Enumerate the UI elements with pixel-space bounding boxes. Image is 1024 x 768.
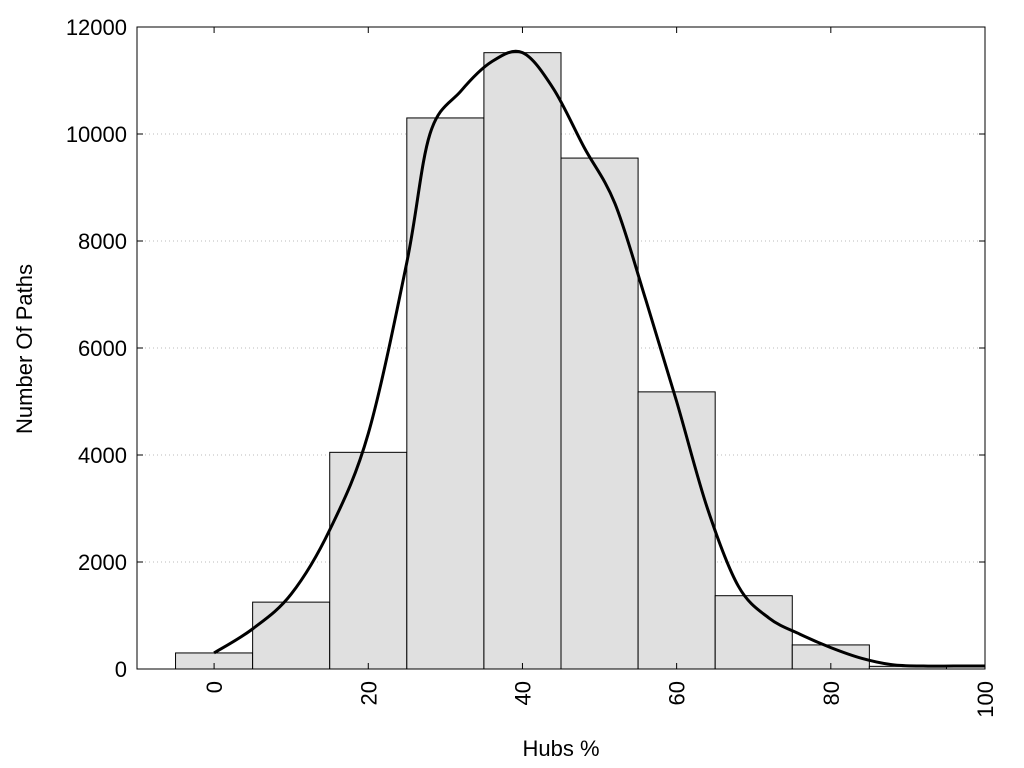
y-tick-label: 0 <box>115 657 127 682</box>
x-tick-label: 40 <box>510 681 535 705</box>
y-tick-label: 6000 <box>78 336 127 361</box>
histogram-bars <box>175 52 947 670</box>
x-tick-label: 100 <box>973 681 998 718</box>
y-tick-label: 8000 <box>78 229 127 254</box>
x-axis-ticks: 0 20 40 60 80 100 <box>202 27 998 718</box>
x-tick-label: 0 <box>202 681 227 693</box>
density-curve <box>213 49 985 668</box>
histogram-bar <box>329 451 408 670</box>
histogram-bar <box>483 52 562 670</box>
y-tick-label: 4000 <box>78 443 127 468</box>
y-axis-ticks: 0 2000 4000 6000 8000 10000 12000 <box>66 15 985 682</box>
x-tick-label: 20 <box>356 681 381 705</box>
x-tick-label: 60 <box>665 681 690 705</box>
y-tick-label: 10000 <box>66 122 127 147</box>
y-tick-label: 2000 <box>78 550 127 575</box>
histogram-bar <box>406 117 485 670</box>
x-axis-label: Hubs % <box>522 736 599 761</box>
y-axis-label: Number Of Paths <box>12 264 37 434</box>
y-tick-label: 12000 <box>66 15 127 40</box>
histogram-bar <box>637 391 716 670</box>
x-tick-label: 80 <box>819 681 844 705</box>
histogram-bar <box>252 601 331 670</box>
